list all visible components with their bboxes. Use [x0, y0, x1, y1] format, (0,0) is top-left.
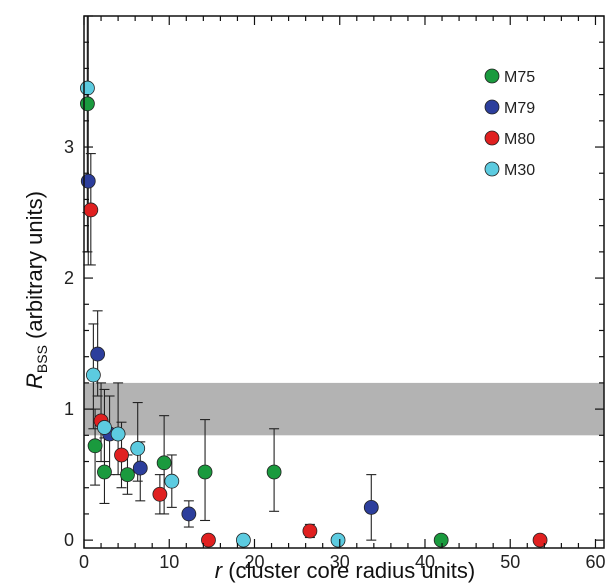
point-m30	[330, 532, 346, 548]
point-m30	[80, 80, 95, 96]
tick-labels: 0 10 20 30 40 50 60 0 1 2 3	[64, 137, 606, 572]
point-m80	[302, 523, 318, 539]
point-m79	[181, 506, 197, 522]
legend-label-m80: M80	[504, 131, 535, 148]
x-tick-label: 40	[415, 552, 435, 572]
y-tick-label: 1	[64, 399, 74, 419]
y-axis-var: R	[22, 373, 47, 389]
x-axis-var: r	[215, 558, 224, 583]
error-bars	[82, 16, 377, 541]
x-tick-label: 20	[244, 552, 264, 572]
point-m75	[266, 464, 282, 480]
point-m30	[236, 532, 251, 548]
point-m80	[114, 447, 129, 463]
x-axis-title: r (cluster core radius units)	[215, 558, 475, 583]
point-m30	[130, 441, 146, 456]
data-points	[80, 80, 548, 548]
x-tick-label: 30	[330, 552, 350, 572]
point-m75	[433, 532, 449, 548]
point-m75	[120, 467, 135, 483]
x-tick-label: 50	[500, 552, 520, 572]
point-m79	[90, 346, 106, 362]
point-m75	[97, 464, 112, 480]
legend-marker-m30	[484, 161, 500, 177]
point-m79	[80, 173, 96, 189]
point-m80	[83, 202, 99, 218]
point-m75	[156, 455, 172, 471]
y-axis-rest: (arbitrary units)	[22, 191, 47, 345]
point-m75	[80, 96, 95, 112]
legend: M75 M79 M80 M30	[484, 68, 535, 179]
legend-marker-m79	[484, 99, 500, 115]
point-m30	[164, 473, 180, 489]
point-m30	[97, 420, 112, 435]
legend-label-m75: M75	[504, 69, 535, 86]
point-m75	[87, 438, 103, 454]
y-axis-title: RBSS (arbitrary units)	[22, 191, 50, 389]
point-m79	[363, 499, 379, 515]
legend-marker-m80	[484, 130, 500, 146]
y-tick-label: 2	[64, 268, 74, 288]
plot-frame	[83, 15, 605, 549]
y-tick-label: 0	[64, 530, 74, 550]
legend-label-m79: M79	[504, 100, 535, 117]
point-m80	[152, 486, 168, 502]
x-tick-label: 10	[159, 552, 179, 572]
x-tick-label: 0	[79, 552, 89, 572]
legend-label-m30: M30	[504, 162, 535, 179]
point-m30	[110, 426, 126, 442]
reference-band	[84, 382, 604, 436]
y-tick-label: 3	[64, 137, 74, 157]
x-tick-label: 60	[585, 552, 605, 572]
point-m80	[532, 532, 548, 548]
axis-ticks	[83, 15, 604, 548]
x-axis-rest: (cluster core radius units)	[222, 558, 475, 583]
point-m75	[197, 464, 213, 480]
y-axis-sub: BSS	[34, 345, 50, 373]
legend-marker-m75	[484, 68, 500, 84]
point-m79	[132, 460, 148, 476]
point-m30	[85, 367, 101, 383]
point-m80	[201, 532, 216, 548]
